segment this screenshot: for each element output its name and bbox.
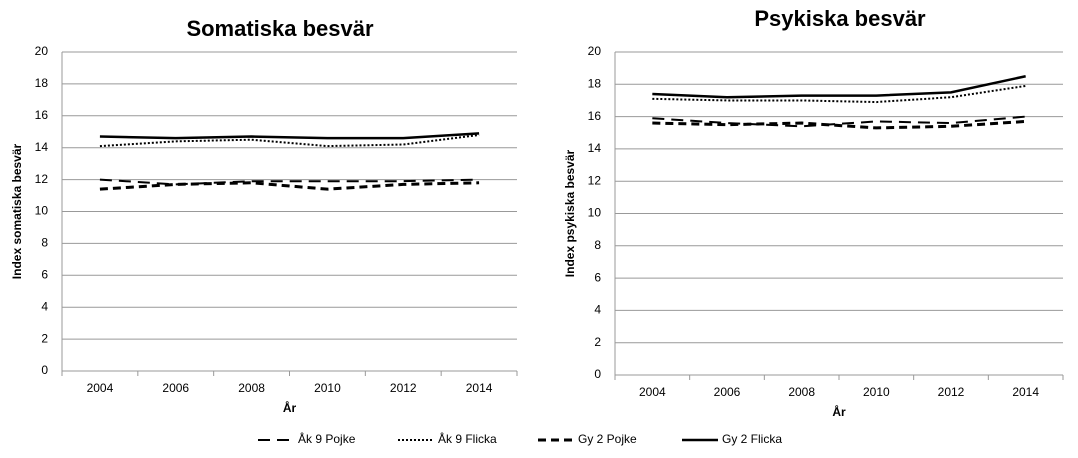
y-tick-label: 4 bbox=[41, 299, 48, 313]
y-tick-label: 10 bbox=[35, 204, 49, 218]
x-tick-label: 2010 bbox=[314, 381, 341, 395]
y-tick-label: 20 bbox=[35, 44, 49, 58]
y-tick-label: 6 bbox=[594, 270, 601, 284]
x-tick-label: 2014 bbox=[466, 381, 493, 395]
y-tick-label: 8 bbox=[41, 236, 48, 250]
x-tick-label: 2008 bbox=[238, 381, 265, 395]
series-line bbox=[652, 119, 1026, 130]
x-tick-label: 2010 bbox=[863, 385, 890, 399]
x-tick-label: 2004 bbox=[639, 385, 666, 399]
series-line bbox=[99, 133, 480, 148]
y-tick-label: 10 bbox=[588, 206, 602, 220]
x-tick-label: 2012 bbox=[390, 381, 417, 395]
y-tick-label: 16 bbox=[35, 108, 49, 122]
series-line bbox=[99, 132, 480, 140]
y-tick-label: 0 bbox=[41, 363, 48, 377]
y-tick-label: 14 bbox=[35, 140, 49, 154]
y-tick-label: 12 bbox=[588, 173, 602, 187]
series-line bbox=[99, 181, 480, 191]
y-tick-label: 4 bbox=[594, 303, 601, 317]
legend-label: Gy 2 Flicka bbox=[722, 432, 782, 446]
x-tick-label: 2006 bbox=[162, 381, 189, 395]
x-tick-label: 2004 bbox=[87, 381, 114, 395]
x-tick-label: 2014 bbox=[1012, 385, 1039, 399]
legend-label: Åk 9 Flicka bbox=[438, 431, 497, 446]
y-axis-title: Index somatiska besvär bbox=[10, 143, 24, 279]
y-tick-label: 12 bbox=[35, 172, 49, 186]
x-tick-label: 2006 bbox=[714, 385, 741, 399]
y-tick-label: 18 bbox=[35, 76, 49, 90]
series-line bbox=[652, 115, 1026, 128]
x-tick-label: 2012 bbox=[938, 385, 965, 399]
y-tick-label: 14 bbox=[588, 141, 602, 155]
series-line bbox=[99, 178, 480, 186]
y-tick-label: 18 bbox=[588, 76, 602, 90]
y-tick-label: 20 bbox=[588, 44, 602, 58]
x-axis-title: År bbox=[283, 400, 297, 415]
chart-title: Psykiska besvär bbox=[754, 6, 926, 31]
legend-label: Åk 9 Pojke bbox=[298, 431, 356, 446]
y-tick-label: 0 bbox=[594, 367, 601, 381]
y-tick-label: 2 bbox=[41, 331, 48, 345]
x-axis-title: År bbox=[832, 404, 846, 419]
series-line bbox=[652, 75, 1026, 99]
y-tick-label: 8 bbox=[594, 238, 601, 252]
chart-title: Somatiska besvär bbox=[186, 16, 374, 41]
y-tick-label: 16 bbox=[588, 109, 602, 123]
y-tick-label: 2 bbox=[594, 335, 601, 349]
x-tick-label: 2008 bbox=[788, 385, 815, 399]
legend-label: Gy 2 Pojke bbox=[578, 432, 637, 446]
y-tick-label: 6 bbox=[41, 267, 48, 281]
y-axis-title: Index psykiska besvär bbox=[563, 149, 577, 277]
